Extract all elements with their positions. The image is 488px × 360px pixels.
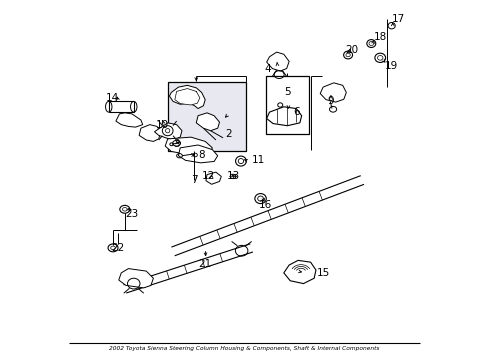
Text: 14: 14 <box>105 93 119 103</box>
Polygon shape <box>178 145 217 163</box>
Text: 22: 22 <box>111 243 124 253</box>
Text: 2: 2 <box>224 129 231 139</box>
Polygon shape <box>139 125 160 141</box>
Text: 11: 11 <box>252 156 265 165</box>
Text: 6: 6 <box>292 107 299 117</box>
Polygon shape <box>154 123 182 140</box>
Text: 7: 7 <box>191 175 198 185</box>
Polygon shape <box>169 85 205 109</box>
Bar <box>265 76 308 134</box>
Polygon shape <box>266 52 288 71</box>
Text: 19: 19 <box>384 61 397 71</box>
Bar <box>167 82 246 152</box>
Polygon shape <box>266 107 301 126</box>
Text: 8: 8 <box>198 150 204 160</box>
Text: 12: 12 <box>202 171 215 181</box>
Text: 15: 15 <box>316 268 329 278</box>
Text: 10: 10 <box>156 120 168 130</box>
Text: 23: 23 <box>125 209 138 219</box>
Text: 9: 9 <box>326 96 333 107</box>
Polygon shape <box>320 83 346 102</box>
Polygon shape <box>196 113 219 131</box>
Text: 16: 16 <box>259 200 272 210</box>
Text: 2002 Toyota Sienna Steering Column Housing & Components, Shaft & Internal Compon: 2002 Toyota Sienna Steering Column Housi… <box>109 346 379 351</box>
Polygon shape <box>116 113 142 127</box>
Polygon shape <box>283 260 315 284</box>
Polygon shape <box>165 137 212 156</box>
Text: 17: 17 <box>391 14 404 24</box>
Text: 18: 18 <box>373 32 386 42</box>
Text: 13: 13 <box>227 171 240 181</box>
Text: 5: 5 <box>284 87 290 98</box>
Text: 1: 1 <box>193 91 199 101</box>
Polygon shape <box>119 269 153 288</box>
Text: 3: 3 <box>173 139 180 149</box>
Text: 21: 21 <box>198 259 211 269</box>
Polygon shape <box>205 172 221 184</box>
Text: 4: 4 <box>264 64 270 74</box>
Polygon shape <box>175 89 200 105</box>
Text: 20: 20 <box>345 45 358 55</box>
